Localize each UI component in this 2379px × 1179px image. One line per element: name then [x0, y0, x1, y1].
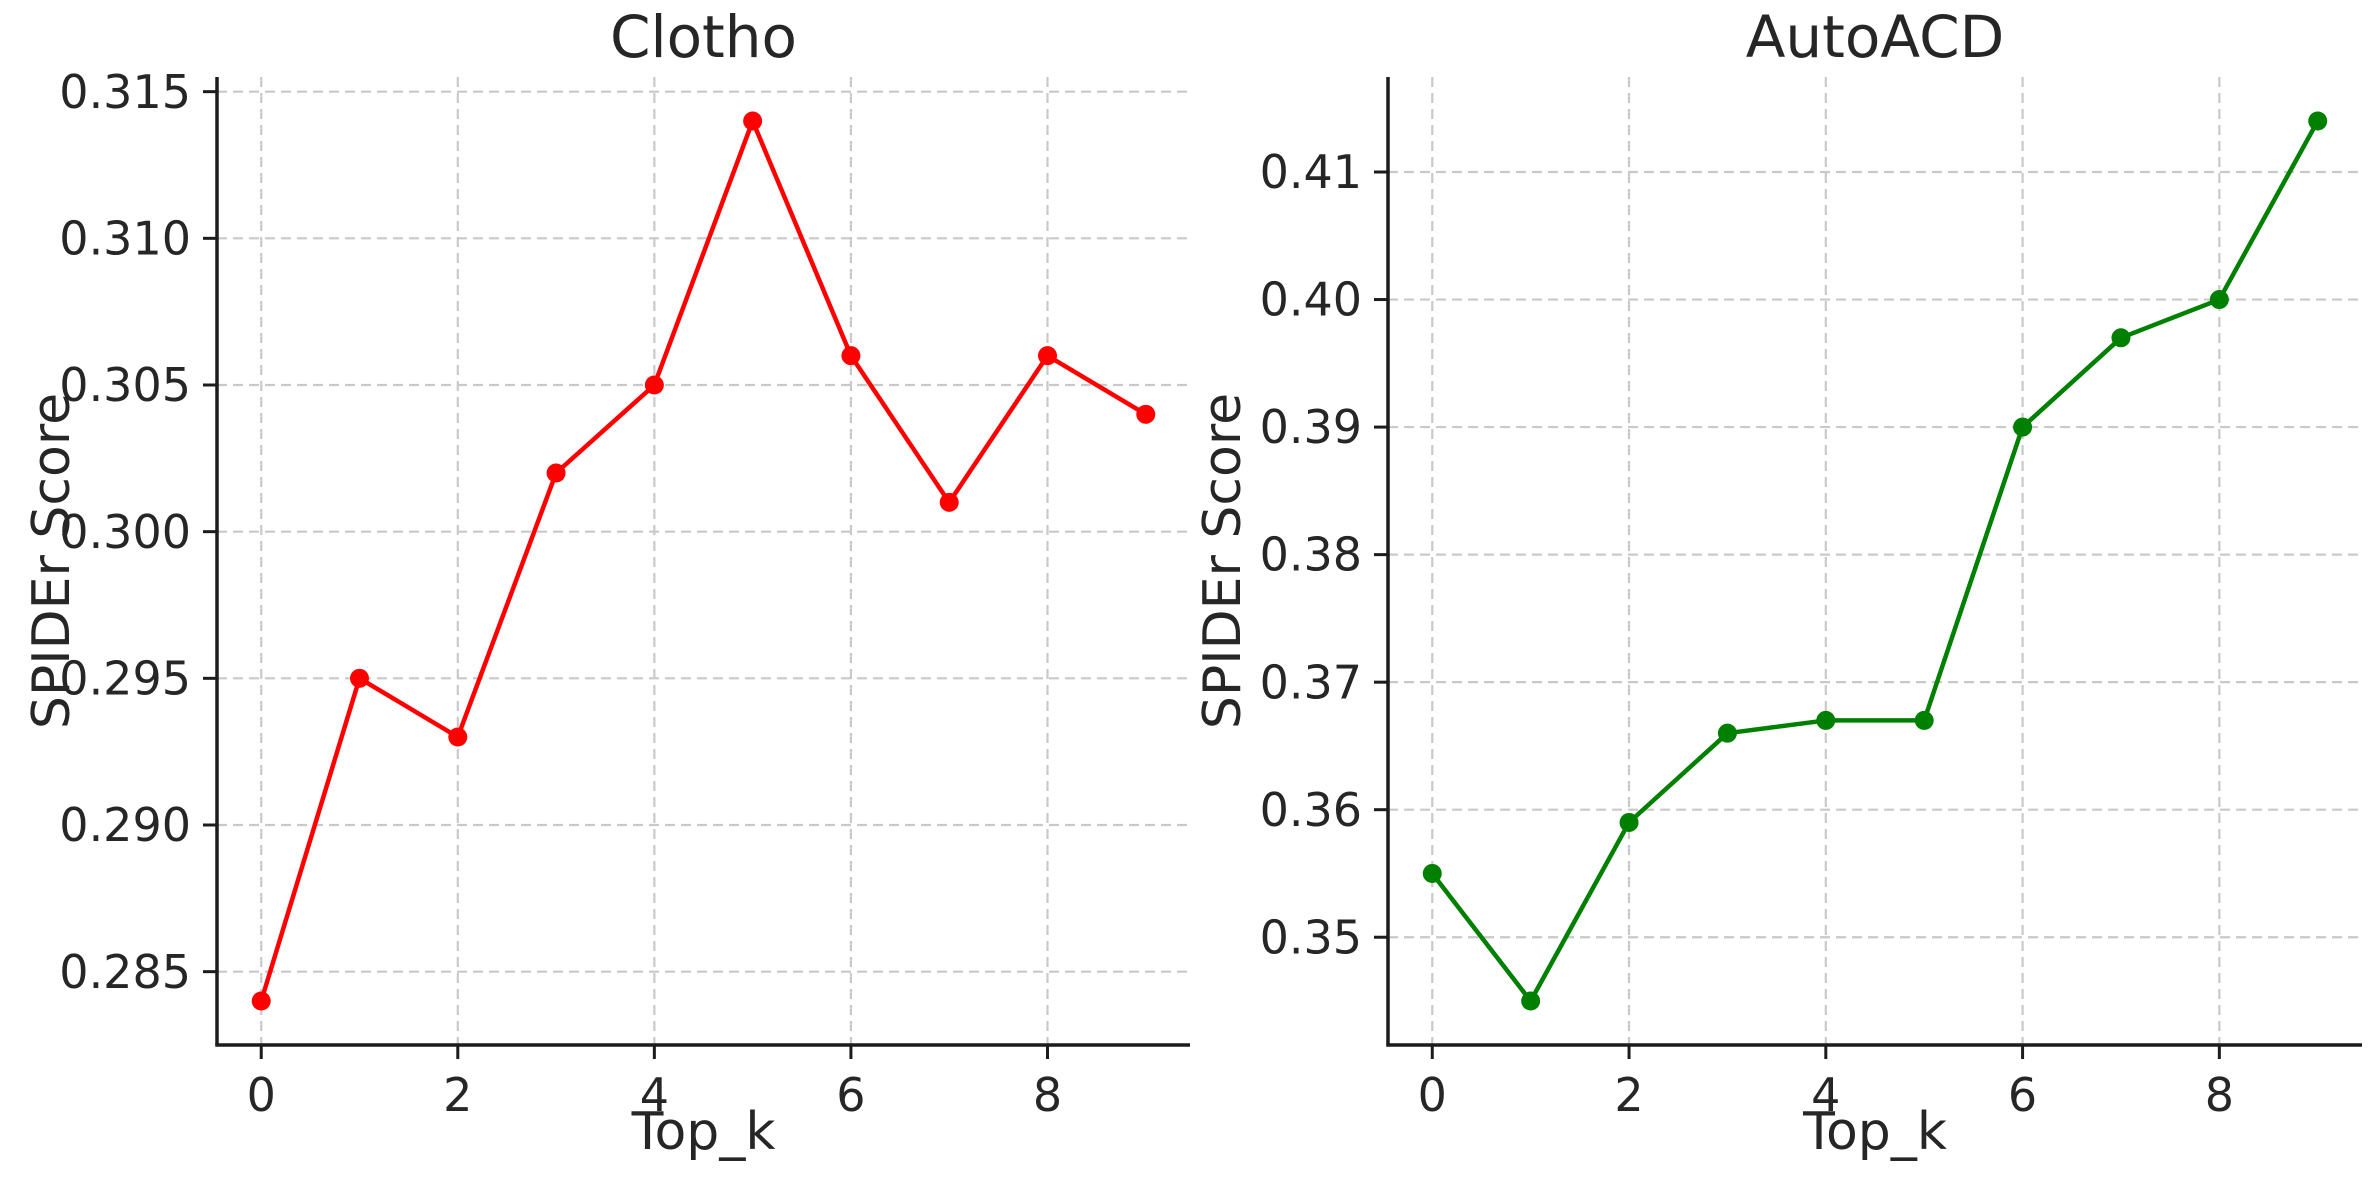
data-point: [1914, 710, 1934, 730]
y-tick-label: 0.35: [1260, 910, 1362, 964]
data-point: [448, 727, 468, 747]
data-point: [841, 346, 861, 366]
x-tick-label: 2: [1614, 1068, 1643, 1122]
y-tick-label: 0.290: [59, 798, 191, 852]
data-point: [1037, 346, 1057, 366]
data-point: [2111, 328, 2131, 348]
x-tick-label: 0: [247, 1068, 276, 1122]
data-point: [1816, 710, 1836, 730]
x-tick-label: 4: [640, 1068, 669, 1122]
x-axis-label-autoacd: Top_k: [1803, 1102, 1947, 1162]
chart-title-clotho: Clotho: [609, 3, 798, 71]
data-point: [2013, 417, 2033, 437]
x-axis-label-clotho: Top_k: [631, 1102, 776, 1162]
data-point: [743, 111, 763, 131]
data-point: [644, 375, 664, 395]
y-tick-label: 0.38: [1260, 528, 1362, 582]
y-tick-label: 0.40: [1260, 273, 1362, 327]
y-tick-label: 0.37: [1260, 655, 1362, 709]
data-line: [1430, 118, 2320, 1004]
y-tick-label: 0.295: [59, 651, 191, 705]
y-tick-label: 0.41: [1260, 145, 1362, 199]
y-tick-label: 0.305: [59, 358, 191, 412]
data-point: [1136, 404, 1156, 424]
data-point: [1422, 863, 1442, 883]
y-tick-label: 0.310: [59, 211, 191, 265]
data-point: [546, 463, 566, 483]
data-point: [2308, 111, 2328, 131]
data-point: [1619, 812, 1639, 832]
data-point: [2209, 290, 2229, 310]
y-tick-label: 0.300: [59, 505, 191, 559]
data-point: [350, 668, 370, 688]
x-tick-label: 8: [2205, 1068, 2234, 1122]
y-axis-label-clotho: SPIDEr Score: [22, 392, 82, 730]
x-tick-label: 0: [1418, 1068, 1447, 1122]
y-tick-label: 0.39: [1260, 400, 1362, 454]
data-point: [251, 991, 271, 1011]
y-tick-label: 0.285: [59, 945, 191, 999]
chart-title-autoacd: AutoACD: [1745, 3, 2005, 71]
data-point: [1521, 991, 1541, 1011]
y-tick-label: 0.36: [1260, 783, 1362, 837]
x-tick-label: 6: [836, 1068, 865, 1122]
data-point: [1717, 723, 1737, 743]
data-point: [939, 492, 959, 512]
x-tick-label: 2: [443, 1068, 472, 1122]
x-tick-label: 4: [1811, 1068, 1840, 1122]
x-tick-label: 6: [2008, 1068, 2037, 1122]
x-tick-label: 8: [1033, 1068, 1062, 1122]
y-axis-label-autoacd: SPIDEr Score: [1193, 392, 1253, 730]
y-tick-label: 0.315: [59, 65, 191, 119]
data-line: [258, 118, 1149, 1004]
